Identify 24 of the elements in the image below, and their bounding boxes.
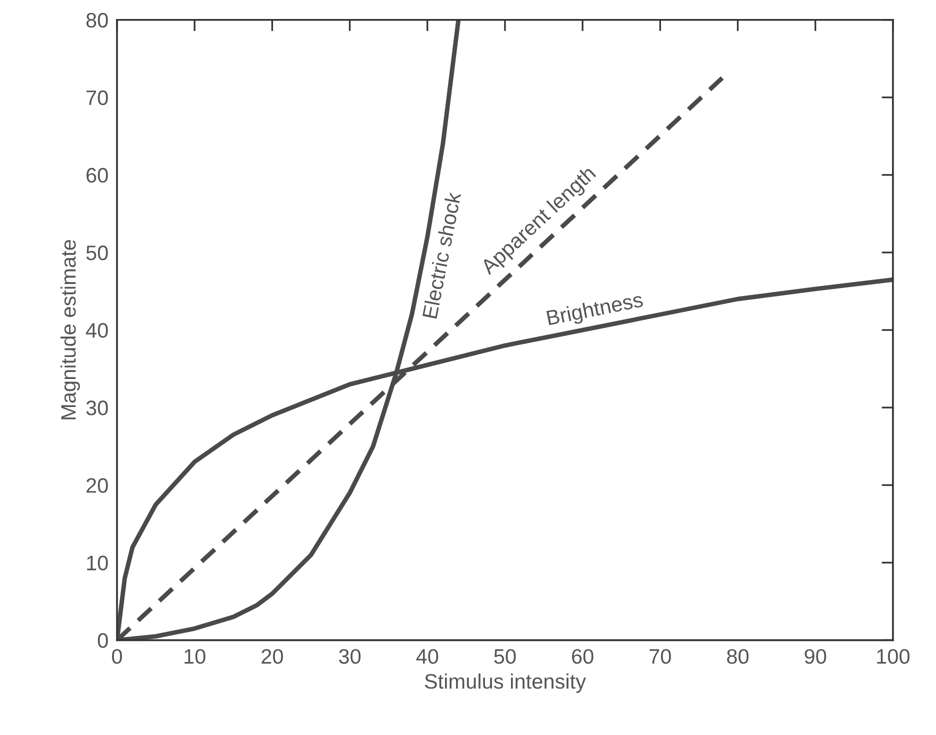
- x-tick-label: 40: [416, 649, 438, 664]
- y-tick-label: 20: [86, 478, 108, 493]
- text: Electric shock: [422, 191, 462, 319]
- y-tick-label: 0: [98, 633, 108, 648]
- x-tick-label: 90: [804, 649, 826, 664]
- x-tick-label: 70: [650, 649, 671, 664]
- x-tick-label: 30: [338, 649, 361, 664]
- y-tick-label: 10: [87, 556, 108, 570]
- x-tick-label: 80: [727, 649, 749, 664]
- x-tick-label: 10: [184, 649, 206, 664]
- y-tick-label: 50: [86, 245, 108, 260]
- y-tick-label: 80: [86, 12, 108, 28]
- y-tick-label: 40: [86, 323, 108, 338]
- y-axis-title: Magnitude estimate: [60, 240, 80, 420]
- x-tick-label: 50: [494, 649, 516, 664]
- x-tick-label: 100: [877, 649, 910, 664]
- y-tick-label: 70: [86, 90, 108, 106]
- text: Brightness: [546, 292, 644, 330]
- x-tick-label: 60: [572, 649, 594, 664]
- y-tick-label: 30: [86, 400, 108, 416]
- x-tick-label: 0: [112, 649, 122, 664]
- x-tick-label: 20: [262, 649, 283, 664]
- y-tick-label: 60: [86, 168, 108, 183]
- x-axis-title: Stimulus intensity: [424, 673, 586, 693]
